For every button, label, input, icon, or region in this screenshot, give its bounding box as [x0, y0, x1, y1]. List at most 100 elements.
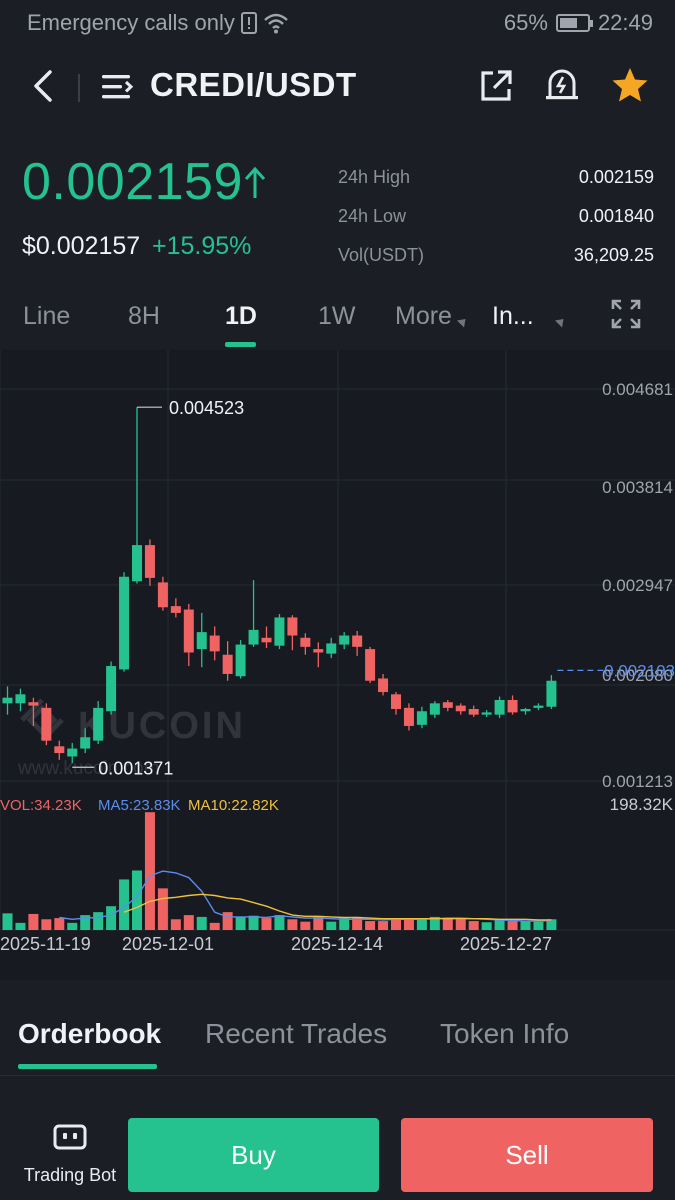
- volume-legend-label: VOL:34.23K: [0, 797, 82, 814]
- candle-body: [365, 649, 376, 681]
- robot-icon: [53, 1124, 87, 1150]
- price-tick-label: 0.001213: [602, 772, 673, 791]
- candle-body: [507, 699, 518, 713]
- volume-bar: [170, 919, 181, 930]
- date-axis: 2025-11-19 2025-12-01 2025-12-14 2025-12-27: [0, 934, 552, 954]
- volume-bar: [54, 918, 65, 930]
- volume-bar: [442, 918, 453, 930]
- price-tick-label: 0.004681: [602, 380, 673, 399]
- volume-bar: [520, 920, 531, 930]
- candle-body: [54, 746, 65, 754]
- volume-bar: [41, 919, 52, 930]
- volume-bar: [313, 916, 324, 930]
- volume-bar: [2, 913, 13, 930]
- volume-bar: [494, 919, 505, 930]
- status-bar: Emergency calls only 65% 22:49: [0, 0, 675, 46]
- candle-body: [429, 703, 440, 715]
- pair-menu-icon[interactable]: [100, 70, 134, 104]
- volume-bar: [416, 918, 427, 930]
- volume-bar: [429, 916, 440, 930]
- favorite-star-icon[interactable]: [610, 66, 650, 104]
- volume-bar: [196, 916, 207, 930]
- volume-bar: [300, 921, 311, 930]
- volume-bar: [274, 915, 285, 930]
- tab-active-underline: [225, 342, 256, 347]
- candle-body: [93, 707, 104, 741]
- battery-icon: [555, 14, 593, 32]
- trading-bot-button[interactable]: Trading Bot: [18, 1118, 122, 1192]
- candle-body: [183, 609, 194, 653]
- candle-body: [546, 680, 557, 707]
- candle-body: [119, 576, 130, 670]
- candle-body: [41, 707, 52, 741]
- share-icon[interactable]: [478, 68, 514, 104]
- price-usd: $0.002157: [22, 232, 141, 260]
- volume-bar: [507, 921, 518, 930]
- volume-bar: [261, 918, 272, 930]
- volume-bar: [106, 906, 117, 930]
- candle-body: [248, 629, 259, 645]
- price-alert-icon[interactable]: [544, 66, 580, 104]
- kline-chart-svg[interactable]: KUCOIN www.kucoin.com 0.004523 0.001371 0…: [0, 350, 675, 980]
- candle-body: [442, 702, 453, 708]
- price-tick-label: 0.002080: [602, 666, 673, 685]
- volume-bar: [326, 921, 337, 930]
- volume-bar: [93, 912, 104, 930]
- candle-body: [339, 635, 350, 645]
- buy-button[interactable]: Buy: [128, 1118, 379, 1192]
- candle-body: [468, 708, 479, 715]
- volume-legend-label: MA10:22.82K: [188, 797, 279, 814]
- tab-indicators[interactable]: In...: [492, 302, 534, 330]
- pair-title[interactable]: CREDI/USDT: [150, 66, 357, 103]
- header-divider: [78, 74, 80, 102]
- candle-body: [378, 678, 389, 693]
- volume-bar: [391, 919, 401, 930]
- last-price: 0.002159: [22, 153, 243, 211]
- price-change: +15.95%: [152, 232, 252, 260]
- volume-bar: [144, 812, 155, 930]
- price-axis: 0.004681 0.003814 0.002947 0.002080 0.001213…: [602, 380, 675, 791]
- stat-row-volume: Vol(USDT) 36,209.25: [338, 236, 654, 275]
- volume-bar: [248, 915, 259, 930]
- battery-percent: 65%: [503, 10, 548, 35]
- candle-body: [494, 699, 505, 715]
- tab-more[interactable]: More: [395, 302, 452, 330]
- kline-chart[interactable]: KUCOIN www.kucoin.com 0.004523 0.001371 0…: [0, 350, 675, 980]
- candle-body: [222, 654, 233, 674]
- tab-1w[interactable]: 1W: [318, 302, 356, 330]
- volume-bar: [352, 916, 363, 930]
- sell-button[interactable]: Sell: [401, 1118, 653, 1192]
- fullscreen-icon[interactable]: [610, 298, 642, 330]
- stat-row-low: 24h Low 0.001840: [338, 197, 654, 236]
- candle-body: [403, 707, 414, 726]
- stat-row-high: 24h High 0.002159: [338, 158, 654, 197]
- tab-token-info[interactable]: Token Info: [440, 1018, 570, 1049]
- volume-bar: [481, 922, 492, 930]
- candle-body: [2, 697, 13, 704]
- candle-body: [352, 635, 363, 647]
- stats-panel: 24h High 0.002159 24h Low 0.001840 Vol(U…: [338, 158, 654, 275]
- status-right: 65% 22:49: [504, 10, 653, 36]
- candle-body: [313, 649, 324, 653]
- clock: 22:49: [597, 10, 653, 35]
- watermark-text: KUCOIN: [78, 705, 246, 747]
- status-left: Emergency calls only: [27, 10, 289, 36]
- volume-bar: [365, 921, 376, 930]
- tab-line[interactable]: Line: [23, 302, 71, 330]
- max-price-label: 0.004523: [169, 398, 244, 418]
- candle-body: [15, 694, 26, 704]
- price-tick-label: 0.002947: [602, 576, 673, 595]
- orderbook-tab-underline: [18, 1064, 157, 1069]
- date-tick-label: 2025-12-27: [460, 934, 552, 954]
- indicators-dropdown-icon: [554, 315, 568, 328]
- trading-bot-label: Trading Bot: [23, 1165, 117, 1185]
- candle-body: [416, 711, 427, 725]
- back-icon[interactable]: [24, 64, 64, 108]
- tab-8h[interactable]: 8H: [128, 302, 160, 330]
- candle-body: [274, 617, 285, 646]
- tab-orderbook[interactable]: Orderbook: [18, 1018, 162, 1049]
- candle-body: [261, 637, 272, 643]
- tab-1d[interactable]: 1D: [225, 302, 257, 330]
- tab-recent-trades[interactable]: Recent Trades: [205, 1018, 388, 1049]
